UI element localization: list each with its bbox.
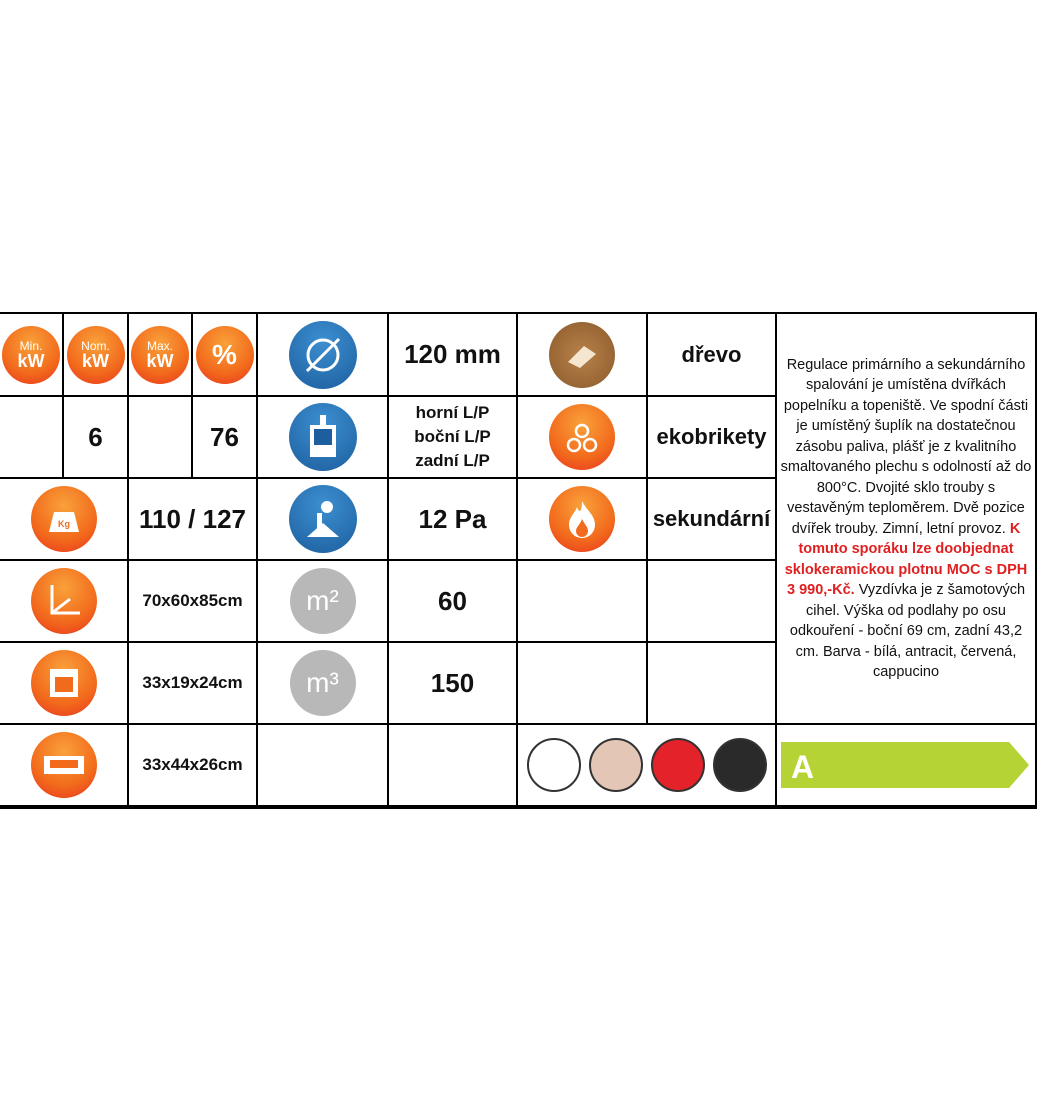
briquette-icon-cell <box>518 397 648 479</box>
energy-class-arrow: A <box>781 742 1029 788</box>
oven-icon <box>30 650 97 716</box>
secondary-icon-cell <box>518 479 648 561</box>
dimensions-icon-cell <box>0 561 129 643</box>
svg-text:Kg: Kg <box>58 519 70 529</box>
efficiency-cell: % <box>193 314 258 397</box>
color-options <box>518 725 777 807</box>
nom-kw-cell: Nom. kW <box>64 314 129 397</box>
flame-icon <box>549 486 615 552</box>
min-kw-cell: Min. kW <box>0 314 64 397</box>
spec-table: Min. kW Nom. kW Max. kW % 120 mm dřevo Regu… <box>0 312 1037 809</box>
wood-icon <box>549 321 615 388</box>
min-kw-value <box>0 397 64 479</box>
volume-icon: m³ <box>289 650 356 716</box>
fuel-secondary: sekundární <box>648 479 777 561</box>
area-value: 60 <box>389 561 518 643</box>
empty-cell <box>648 643 777 725</box>
diameter-icon-cell <box>258 314 389 397</box>
briquettes-icon <box>549 404 615 470</box>
empty-cell <box>258 725 389 807</box>
fuel-briquettes: ekobrikety <box>648 397 777 479</box>
outlet-icon-cell <box>258 397 389 479</box>
oven-icon-cell <box>0 643 129 725</box>
drawer-icon-cell <box>0 725 129 807</box>
percent-icon: % <box>195 325 254 384</box>
description-text: Regulace primárního a sekundárního spalo… <box>780 356 1032 537</box>
fuel-wood: dřevo <box>648 314 777 397</box>
draft-value: 12 Pa <box>389 479 518 561</box>
description-highlight: K tomuto sporáku lze doobjednat sklokera… <box>784 520 1028 599</box>
area-icon: m² <box>289 568 356 634</box>
min-kw-icon: Min. kW <box>2 325 60 384</box>
weight-icon-cell: Kg <box>0 479 129 561</box>
efficiency-value: 76 <box>193 397 258 479</box>
svg-text:A: A <box>791 749 814 785</box>
flue-outlet-values: horní L/P boční L/P zadní L/P <box>389 397 518 479</box>
oven-value: 33x19x24cm <box>129 643 258 725</box>
color-swatch <box>650 738 705 792</box>
empty-cell <box>389 725 518 807</box>
nom-kw-value: 6 <box>64 397 129 479</box>
max-kw-icon: Max. kW <box>131 325 189 384</box>
chimney-draft-icon <box>288 485 357 553</box>
flue-outlet-icon <box>288 403 357 471</box>
empty-cell <box>518 643 648 725</box>
flue-diameter-value: 120 mm <box>389 314 518 397</box>
color-swatch <box>588 738 643 792</box>
volume-icon-cell: m³ <box>258 643 389 725</box>
drawer-value: 33x44x26cm <box>129 725 258 807</box>
volume-value: 150 <box>389 643 518 725</box>
color-swatch <box>712 738 767 792</box>
empty-cell <box>648 561 777 643</box>
wood-icon-cell <box>518 314 648 397</box>
weight-value: 110 / 127 <box>129 479 258 561</box>
color-swatch <box>526 738 581 792</box>
diameter-icon <box>288 320 357 389</box>
max-kw-value <box>129 397 193 479</box>
description-text-2: Vyzdívka je z šamotových cihel. Výška od… <box>789 582 1026 680</box>
area-icon-cell: m² <box>258 561 389 643</box>
nom-kw-icon: Nom. kW <box>66 325 125 384</box>
description: Regulace primárního a sekundárního spalo… <box>777 314 1037 725</box>
dimensions-icon <box>30 568 97 634</box>
weight-icon: Kg <box>30 486 97 552</box>
dimensions-value: 70x60x85cm <box>129 561 258 643</box>
empty-cell <box>518 561 648 643</box>
max-kw-cell: Max. kW <box>129 314 193 397</box>
energy-class-cell: A <box>777 725 1037 807</box>
draft-icon-cell <box>258 479 389 561</box>
drawer-icon <box>30 732 97 798</box>
